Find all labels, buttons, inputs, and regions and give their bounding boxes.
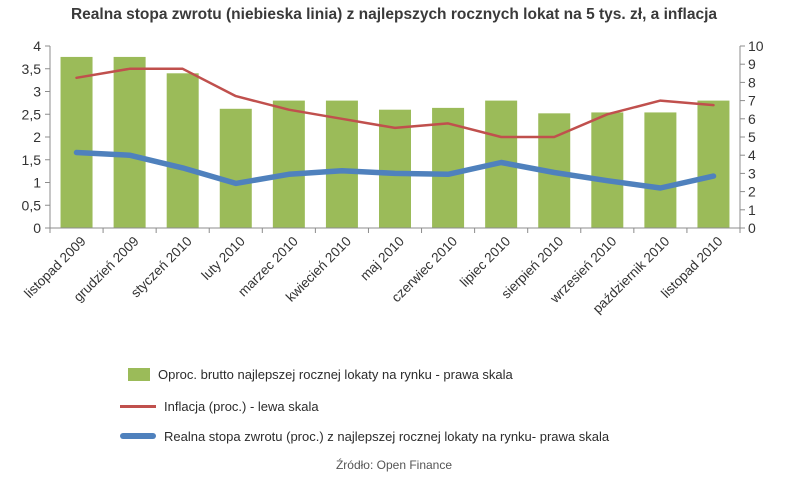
bar-deposit-rate [697, 100, 730, 228]
right-tick-label: 3 [748, 165, 756, 181]
legend-label-inflation: Inflacja (proc.) - lewa skala [164, 398, 319, 414]
left-tick-label: 4 [33, 38, 41, 54]
right-tick-label: 7 [748, 93, 756, 109]
x-category-label: lipiec 2010 [457, 234, 513, 290]
chart-title: Realna stopa zwrotu (niebieska linia) z … [70, 6, 718, 23]
right-tick-label: 4 [748, 147, 756, 163]
legend-swatch-line-blue [120, 433, 156, 439]
line-real-return [73, 149, 717, 191]
line-inflation [75, 67, 715, 139]
left-tick-label: 2 [33, 129, 41, 145]
right-tick-label: 1 [748, 202, 756, 218]
right-tick-label: 10 [748, 38, 764, 54]
bar-deposit-rate [166, 73, 199, 228]
left-tick-label: 0,5 [22, 197, 42, 213]
right-tick-label: 0 [748, 220, 756, 236]
legend-label-deposit-rate: Oproc. brutto najlepszej rocznej lokaty … [158, 366, 513, 382]
right-tick-label: 2 [748, 184, 756, 200]
bar-deposit-rate [113, 56, 146, 228]
x-category-label: luty 2010 [199, 234, 248, 283]
bar-deposit-rate [219, 108, 252, 228]
source-note: Źródło: Open Finance [335, 458, 453, 472]
lines-layer [73, 67, 717, 191]
bar-deposit-rate [644, 112, 677, 228]
right-tick-label: 8 [748, 74, 756, 90]
bar-deposit-rate [379, 109, 411, 228]
bar-deposit-rate [60, 56, 93, 228]
left-tick-label: 0 [33, 220, 41, 236]
right-tick-label: 9 [748, 56, 756, 72]
bar-deposit-rate [591, 112, 624, 228]
x-category-label: maj 2010 [357, 234, 407, 284]
legend-label-real-return: Realna stopa zwrotu (proc.) z najlepszej… [164, 428, 610, 444]
legend-item-inflation: Inflacja (proc.) - lewa skala [120, 396, 319, 416]
left-tick-label: 2,5 [22, 106, 42, 122]
legend-swatch-line-red [120, 404, 156, 408]
left-tick-label: 1 [33, 175, 41, 191]
legend-item-real-return: Realna stopa zwrotu (proc.) z najlepszej… [120, 426, 609, 446]
bar-deposit-rate [272, 100, 305, 228]
right-tick-label: 5 [748, 129, 756, 145]
bar-deposit-rate [432, 107, 465, 228]
left-tick-label: 3,5 [22, 61, 42, 77]
legend-item-deposit-rate: Oproc. brutto najlepszej rocznej lokaty … [120, 364, 513, 384]
bars-layer [60, 56, 730, 228]
legend-swatch-bar [128, 367, 150, 381]
left-tick-label: 3 [33, 84, 41, 100]
right-tick-label: 6 [748, 111, 756, 127]
left-tick-label: 1,5 [22, 152, 42, 168]
